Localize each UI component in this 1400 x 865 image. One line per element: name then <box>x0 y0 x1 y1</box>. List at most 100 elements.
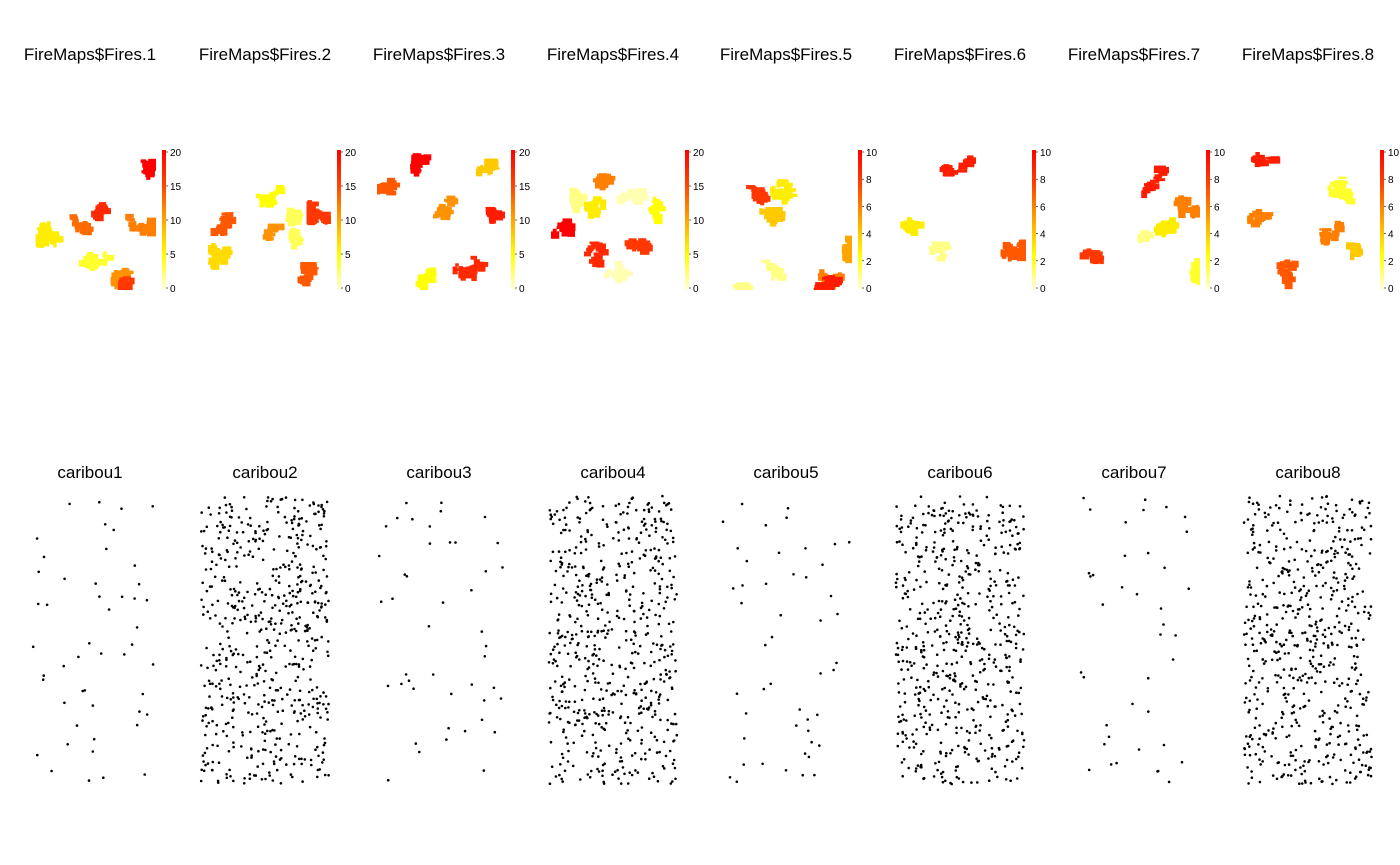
fire-cell <box>71 221 76 227</box>
caribou-point <box>913 714 916 717</box>
caribou-point <box>958 495 962 498</box>
fire-patch <box>91 202 111 222</box>
caribou-point <box>226 536 229 539</box>
caribou-point <box>151 663 155 666</box>
caribou-point <box>1356 592 1359 596</box>
caribou-point <box>253 592 257 596</box>
caribou-point <box>484 644 488 648</box>
caribou-point <box>599 601 602 605</box>
caribou-point <box>210 585 214 588</box>
caribou-point <box>1257 681 1261 684</box>
caribou-point <box>321 508 325 511</box>
caribou-point <box>600 580 604 583</box>
caribou-point <box>318 701 321 705</box>
caribou-point <box>323 741 327 745</box>
legend-tick-label: 15 <box>345 182 357 193</box>
fire-cell <box>93 214 102 220</box>
caribou-point <box>668 749 672 753</box>
caribou-point <box>1346 528 1349 532</box>
caribou-point <box>954 715 957 719</box>
caribou-point <box>602 566 606 569</box>
fire-cell <box>99 206 109 215</box>
caribou-point <box>1282 643 1286 646</box>
caribou-point <box>673 555 677 558</box>
caribou-point <box>957 744 960 748</box>
caribou-point <box>562 730 565 734</box>
fire-cell <box>267 230 273 233</box>
caribou-point <box>300 579 304 583</box>
caribou-point <box>942 514 945 518</box>
caribou-point <box>1162 743 1166 747</box>
fire-cell <box>1335 222 1345 228</box>
caribou-point <box>311 705 315 709</box>
caribou-point <box>223 579 227 582</box>
caribou-point <box>936 611 940 615</box>
fire-cell <box>1155 229 1166 236</box>
caribou-point <box>901 659 905 663</box>
fire-cell <box>293 235 297 242</box>
caribou-point <box>564 528 567 532</box>
caribou-point <box>810 740 813 744</box>
caribou-point <box>483 655 487 658</box>
caribou-point <box>141 692 145 696</box>
fire-cell <box>84 264 90 268</box>
caribou-point <box>963 745 966 749</box>
caribou-point <box>229 775 232 778</box>
panel-title: FireMaps$Fires.5 <box>720 45 852 64</box>
fire-cell <box>486 207 496 212</box>
caribou-point <box>266 520 269 524</box>
caribou-point <box>269 500 273 503</box>
caribou-point <box>655 643 659 646</box>
caribou-point <box>937 567 941 571</box>
caribou-point <box>483 515 487 519</box>
caribou-point <box>576 585 580 588</box>
caribou-point <box>1366 773 1370 777</box>
caribou-point <box>1248 699 1252 703</box>
caribou-point <box>230 505 233 509</box>
caribou-point <box>900 761 904 764</box>
caribou-point <box>920 648 923 652</box>
caribou-point <box>1103 742 1106 746</box>
caribou-point <box>1264 660 1267 663</box>
caribou-point <box>1358 743 1362 747</box>
fire-cell <box>1286 262 1290 266</box>
fire-cell <box>958 162 965 168</box>
caribou-point <box>600 709 604 712</box>
caribou-point <box>640 711 643 714</box>
fire-cell <box>1319 235 1328 238</box>
caribou-point <box>1340 631 1343 635</box>
caribou-point <box>821 563 824 566</box>
caribou-point <box>1355 724 1358 727</box>
caribou-point <box>284 496 288 499</box>
caribou-point <box>105 547 108 551</box>
caribou-point <box>903 700 907 704</box>
caribou-point <box>975 637 979 640</box>
fire-cell <box>748 186 757 190</box>
caribou-point <box>1339 538 1342 541</box>
fire-cell <box>296 238 305 242</box>
caribou-point <box>629 638 633 641</box>
caribou-point <box>1335 778 1338 782</box>
fire-cell <box>101 204 108 207</box>
caribou-point <box>945 641 948 644</box>
caribou-point <box>955 547 959 551</box>
caribou-point <box>672 739 676 742</box>
caribou-point <box>636 729 640 733</box>
caribou-point <box>1014 525 1018 529</box>
fire-patch <box>1276 259 1299 290</box>
caribou-point <box>1269 561 1272 565</box>
fire-cell <box>410 161 418 167</box>
caribou-point <box>764 582 768 586</box>
caribou-point <box>654 691 658 694</box>
caribou-point <box>98 500 101 504</box>
caribou-point <box>317 754 320 758</box>
fire-cell <box>470 255 477 260</box>
caribou-point <box>927 505 931 508</box>
caribou-point <box>1337 530 1341 533</box>
caribou-point <box>829 594 833 598</box>
caribou-point <box>211 682 214 685</box>
caribou-point <box>294 595 298 599</box>
caribou-point <box>1344 705 1347 708</box>
caribou-point <box>274 755 278 758</box>
fire-cell <box>824 283 831 286</box>
